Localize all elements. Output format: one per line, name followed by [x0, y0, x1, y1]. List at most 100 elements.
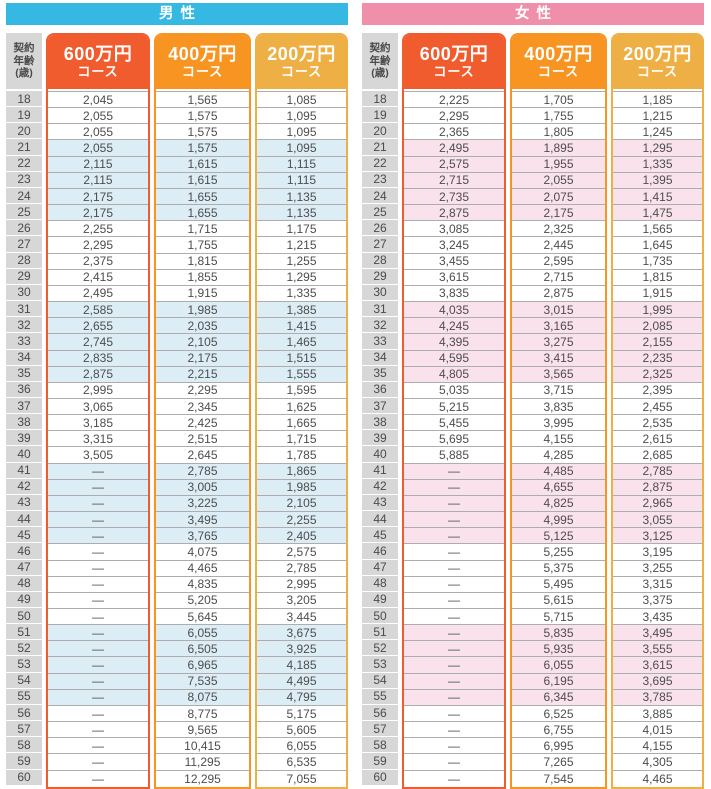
premium-cell: 4,155	[512, 431, 605, 448]
premium-cell: 4,485	[512, 463, 605, 480]
premium-cell: 4,805	[404, 366, 504, 383]
age-cell: 46	[6, 543, 42, 560]
premium-cell: 2,615	[613, 431, 702, 448]
age-cell: 40	[362, 446, 398, 463]
age-cell: 47	[362, 559, 398, 576]
premium-cell: 4,035	[404, 302, 504, 319]
premium-cell: 1,255	[257, 254, 346, 270]
premium-cell: 3,375	[613, 593, 702, 609]
premium-cell: 2,035	[156, 318, 249, 335]
premium-cell: —	[448, 771, 460, 786]
premium-cell: 1,785	[257, 447, 346, 464]
age-cell: 34	[6, 349, 42, 366]
premium-cell: 6,345	[512, 689, 605, 706]
premium-cell: 5,835	[512, 625, 605, 642]
premium-cell: 2,875	[613, 479, 702, 496]
premium-cell: 1,715	[156, 221, 249, 238]
course-column-200: 200万円 コース 1,085 1,095 1,095 1,095 1,115 1,115 1,…	[255, 33, 348, 789]
age-cell: 45	[6, 527, 42, 544]
age-cell: 37	[362, 397, 398, 415]
premium-cell: 3,225	[156, 495, 249, 513]
premium-cell: —	[404, 609, 504, 626]
premium-cell: 2,995	[48, 383, 148, 399]
age-cell: 44	[6, 511, 42, 528]
premium-cell: 1,215	[613, 108, 702, 125]
premium-cell: 1,415	[613, 188, 702, 206]
course-column-600: 600万円 コース 2,225 2,295 2,365 2,495 2,575 2,715 2,…	[402, 33, 506, 789]
age-cell: 50	[6, 608, 42, 625]
premium-cell: 4,995	[512, 512, 605, 529]
premium-cell: —	[48, 528, 148, 545]
premium-cell: 1,985	[257, 479, 346, 496]
premium-cell: —	[48, 463, 148, 480]
age-cell: 20	[362, 123, 398, 140]
premium-cell: 1,115	[257, 172, 346, 189]
premium-cell: 3,005	[156, 479, 249, 496]
premium-cell: 2,225	[404, 92, 504, 109]
premium-cell: 4,595	[404, 350, 504, 367]
premium-cell: 3,315	[613, 577, 702, 593]
age-cell: 20	[6, 123, 42, 140]
course-column-body: 1,705 1,755 1,805 1,895 1,955 2,055 2,075 2,175…	[512, 91, 605, 787]
premium-cell: 5,035	[404, 383, 504, 399]
premium-cell: 6,525	[512, 706, 605, 723]
premium-cell: 1,755	[156, 237, 249, 254]
premium-cell: 3,885	[613, 706, 702, 723]
age-cell: 28	[6, 252, 42, 269]
age-cell: 27	[362, 236, 398, 253]
age-cell: 53	[6, 656, 42, 673]
premium-cell: 10,415	[156, 738, 249, 755]
age-cell: 25	[362, 204, 398, 221]
premium-cell: 1,175	[257, 221, 346, 238]
premium-cell: 5,935	[512, 641, 605, 658]
premium-cell: 2,255	[48, 221, 148, 238]
premium-cell: 5,645	[156, 609, 249, 626]
premium-cell: 2,745	[48, 334, 148, 351]
premium-cell: 4,245	[404, 318, 504, 335]
age-cell: 33	[6, 333, 42, 350]
premium-cell: —	[48, 625, 148, 642]
age-cell: 19	[6, 107, 42, 124]
premium-cell: 1,395	[613, 172, 702, 189]
premium-cell: 3,835	[404, 286, 504, 303]
age-cell: 29	[362, 268, 398, 285]
age-cell: 45	[362, 527, 398, 544]
age-cell: 21	[362, 139, 398, 156]
age-cell: 58	[362, 737, 398, 754]
premium-cell: 1,915	[156, 286, 249, 303]
premium-cell: 4,655	[512, 479, 605, 496]
premium-cell: 1,095	[257, 108, 346, 125]
premium-cell: 2,995	[257, 577, 346, 593]
premium-cell: 8,775	[156, 706, 249, 723]
course-amount-label: 600万円	[419, 44, 489, 65]
age-cell: 51	[6, 624, 42, 641]
age-cell: 40	[6, 446, 42, 463]
course-amount-label: 400万円	[524, 44, 593, 65]
premium-cell: 1,655	[156, 188, 249, 206]
premium-cell: 2,075	[512, 188, 605, 206]
course-column-400: 400万円 コース 1,565 1,575 1,575 1,575 1,615 1,615 1,…	[154, 33, 251, 789]
age-cell: 59	[6, 753, 42, 770]
premium-cell: 5,715	[512, 609, 605, 626]
age-header-line: (歳)	[15, 67, 33, 80]
premium-cell: 2,495	[404, 140, 504, 157]
premium-cell: 3,185	[48, 415, 148, 432]
premium-cell: 1,665	[257, 415, 346, 432]
premium-cell: 2,055	[48, 124, 148, 141]
premium-cell: 5,495	[512, 577, 605, 593]
age-cell: 33	[362, 333, 398, 350]
age-cell: 32	[6, 317, 42, 334]
course-header-400: 400万円 コース	[156, 35, 249, 89]
premium-cell: —	[404, 528, 504, 545]
age-cell: 36	[362, 381, 398, 398]
premium-cell: 7,265	[512, 754, 605, 771]
premium-cell: 3,065	[48, 399, 148, 416]
age-cell: 59	[362, 753, 398, 770]
premium-cell: 4,395	[404, 334, 504, 351]
premium-cell: 1,185	[613, 92, 702, 109]
premium-cell: 1,135	[257, 205, 346, 222]
age-cell: 41	[6, 462, 42, 479]
age-cell: 30	[362, 284, 398, 302]
age-cell: 46	[362, 543, 398, 560]
